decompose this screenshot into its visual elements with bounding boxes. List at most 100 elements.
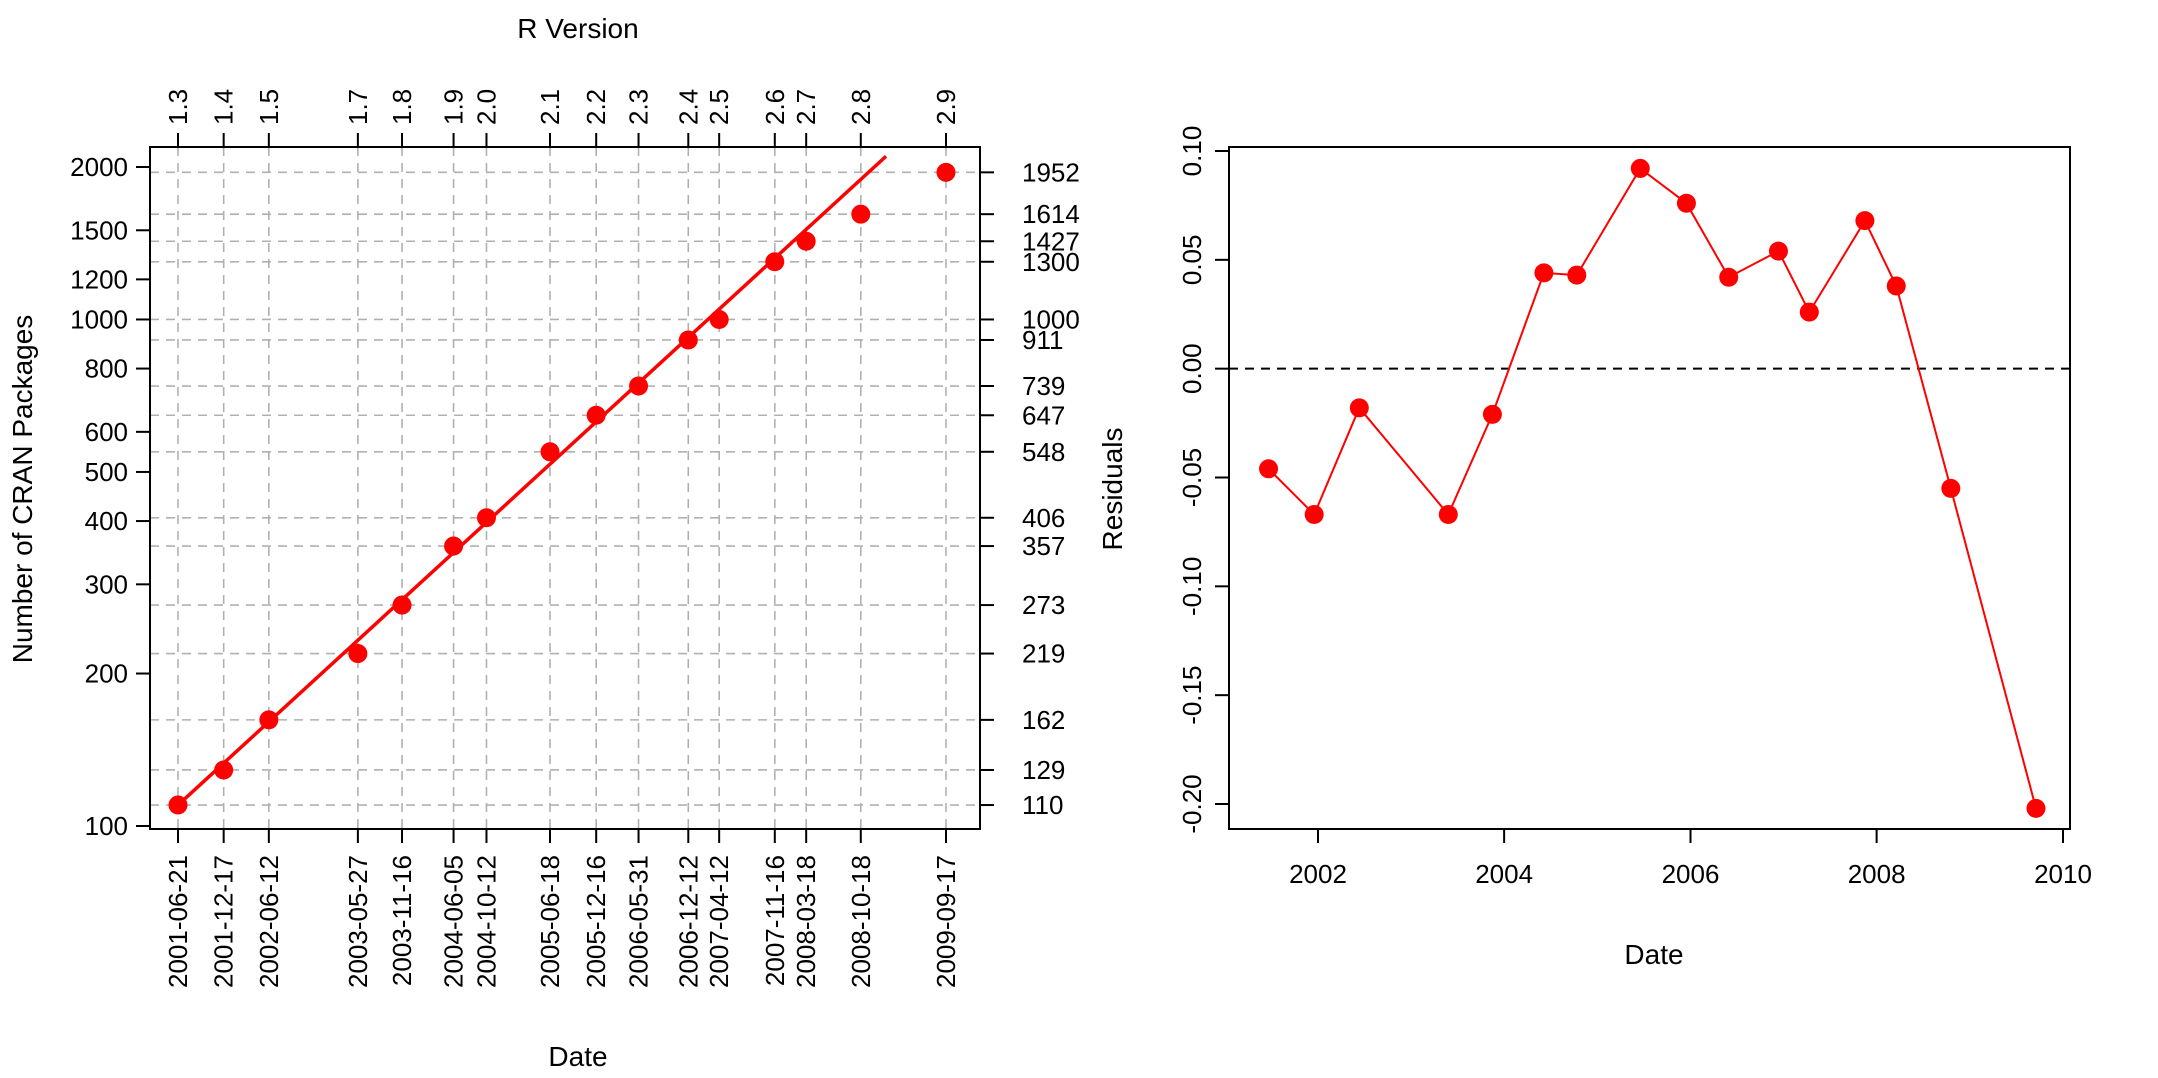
left-top-tick-label: 2.0 (471, 89, 501, 125)
right-residual-point (1855, 211, 1875, 231)
left-y-tick-label: 500 (85, 457, 128, 487)
left-top-tick-label: 1.3 (163, 89, 193, 125)
left-data-point (765, 252, 785, 272)
right-y-tick-label: 0.00 (1177, 343, 1207, 394)
right-y-tick-label: -0.20 (1177, 774, 1207, 833)
left-x-tick-label: 2006-12-12 (673, 855, 703, 988)
left-x-tick-label: 2002-06-12 (254, 855, 284, 988)
left-y-tick-label: 1200 (70, 264, 128, 294)
right-x-tick-label: 2006 (1662, 859, 1720, 889)
right-x-tick-label: 2004 (1475, 859, 1533, 889)
right-panel-residuals: 2002 2004 2006 2008 2010 0.10 0.05 0.00 -0.05 -0.… (1097, 126, 2092, 970)
right-x-tick-label: 2010 (2034, 859, 2092, 889)
left-y-tick-label: 800 (85, 354, 128, 384)
left-top-tick-label: 1.9 (439, 89, 469, 125)
left-top-tick-label: 2.9 (931, 89, 961, 125)
left-fit-line (176, 154, 888, 807)
right-residual-point (1534, 263, 1554, 283)
left-x-tick-label: 2008-03-18 (791, 855, 821, 988)
left-x-tick-label: 2001-12-17 (209, 855, 239, 988)
left-x-tick-label: 2003-05-27 (343, 855, 373, 988)
left-x-tick-label: 2004-10-12 (471, 855, 501, 988)
left-x-tick-label: 2003-11-16 (387, 855, 417, 986)
left-y-tick-label: 1000 (70, 304, 128, 334)
left-x-tick-label: 2005-06-18 (535, 855, 565, 988)
right-residual-point (1799, 302, 1819, 322)
left-data-point (678, 330, 698, 350)
left-x-tick-label: 2008-10-18 (846, 855, 876, 988)
right-residual-series-group (1259, 158, 2046, 818)
left-data-point (629, 376, 649, 396)
left-data-point (214, 760, 234, 780)
left-x-tick-label: 2005-12-16 (581, 855, 611, 988)
left-top-tick-label: 2.3 (624, 89, 654, 125)
right-y-tick-label: 0.05 (1177, 235, 1207, 286)
left-top-tick-label: 1.5 (254, 89, 284, 125)
right-y-axis-title: Residuals (1097, 428, 1128, 551)
left-y-tick-label: 600 (85, 417, 128, 447)
left-data-point (168, 795, 188, 815)
left-y-tick-label: 300 (85, 569, 128, 599)
left-top-tick-label: 1.8 (387, 89, 417, 125)
left-x-tick-label: 2007-11-16 (760, 855, 790, 986)
left-x-tick-label: 2007-04-12 (704, 855, 734, 988)
left-right-tick-label: 739 (1022, 371, 1065, 401)
left-data-point (476, 508, 496, 528)
left-fit-line-group (176, 154, 888, 807)
left-right-tick-label: 1427 (1022, 226, 1080, 256)
right-x-tick-label: 2002 (1289, 859, 1347, 889)
right-residual-point (1349, 398, 1369, 418)
left-top-axis-title: R Version (517, 13, 638, 44)
left-top-tick-label: 2.1 (535, 89, 565, 125)
left-right-tick-label: 162 (1022, 705, 1065, 735)
left-right-tick-label: 548 (1022, 437, 1065, 467)
left-data-point (586, 405, 606, 425)
right-residual-point (2026, 798, 2046, 818)
left-grid (150, 147, 980, 829)
right-plot-box (1228, 146, 2071, 830)
left-y-tick-label: 1500 (70, 215, 128, 245)
left-top-tick-label: 2.2 (581, 89, 611, 125)
left-y-tick-label: 400 (85, 506, 128, 536)
right-residual-point (1941, 478, 1961, 498)
left-right-tick-label: 911 (1022, 325, 1063, 355)
left-data-point (444, 536, 464, 556)
left-y-tick-label: 200 (85, 659, 128, 689)
left-top-tick-label: 2.6 (760, 89, 790, 125)
left-right-tick-label: 129 (1022, 755, 1065, 785)
right-residual-point (1768, 241, 1788, 261)
left-top-tick-label: 2.4 (673, 89, 703, 125)
left-data-point (851, 204, 871, 224)
right-y-tick-label: -0.05 (1177, 448, 1207, 507)
left-panel-packages-growth: 100 200 300 400 500 600 800 1000 1200 1500 2000 110… (7, 13, 1080, 1072)
left-axes: 100 200 300 400 500 600 800 1000 1200 1500 2000 110… (70, 89, 1080, 988)
left-top-tick-label: 2.5 (704, 89, 734, 125)
right-residual-line (1267, 166, 2037, 809)
left-data-point (392, 595, 412, 615)
left-x-tick-label: 2006-05-31 (624, 855, 654, 988)
left-x-tick-label: 2001-06-21 (163, 855, 193, 988)
left-right-tick-label: 1614 (1022, 199, 1080, 229)
right-x-tick-label: 2008 (1848, 859, 1906, 889)
left-top-tick-label: 2.8 (846, 89, 876, 125)
left-right-tick-label: 647 (1022, 400, 1065, 430)
left-points-group (168, 162, 956, 815)
right-residual-point (1482, 404, 1502, 424)
right-residual-point (1567, 265, 1587, 285)
left-data-point (348, 644, 368, 664)
left-x-tick-label: 2004-06-05 (439, 855, 469, 988)
left-y-axis-title: Number of CRAN Packages (7, 315, 38, 664)
left-data-point (259, 710, 279, 730)
right-x-axis-title: Date (1624, 939, 1683, 970)
right-y-tick-label: 0.10 (1177, 126, 1207, 177)
left-right-tick-label: 1300 (1022, 247, 1080, 277)
left-right-tick-label: 273 (1022, 590, 1065, 620)
left-right-tick-label: 1000 (1022, 304, 1080, 334)
right-residual-point (1719, 267, 1739, 287)
right-residual-point (1304, 505, 1324, 525)
left-right-tick-label: 406 (1022, 503, 1065, 533)
left-top-tick-label: 2.7 (791, 89, 821, 125)
right-residual-point (1630, 158, 1650, 178)
left-right-tick-label: 1952 (1022, 157, 1080, 187)
